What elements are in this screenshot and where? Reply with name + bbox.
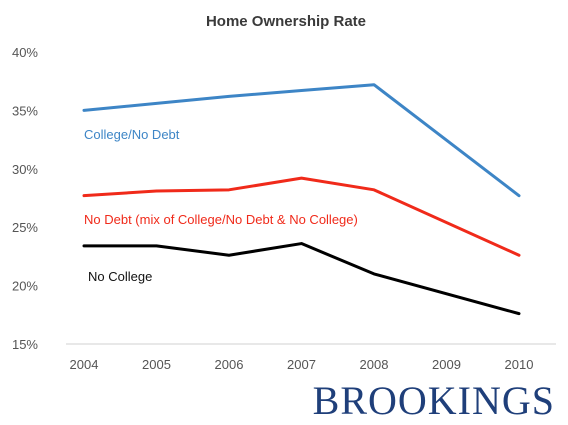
x-tick-label: 2010 [505, 357, 534, 372]
brookings-logo: BROOKINGS [313, 378, 555, 423]
x-tick-label: 2007 [287, 357, 316, 372]
x-tick-label: 2006 [215, 357, 244, 372]
x-tick-label: 2008 [360, 357, 389, 372]
series-line-2 [82, 242, 521, 316]
y-tick-label: 15% [12, 337, 38, 352]
y-tick-label: 40% [12, 45, 38, 60]
series-line-1 [82, 176, 521, 257]
y-axis-ticks: 15% 20% 25% 30% 35% 40% [12, 45, 38, 352]
x-tick-label: 2004 [70, 357, 99, 372]
y-tick-label: 25% [12, 220, 38, 235]
series-line-0 [82, 83, 521, 198]
x-tick-label: 2009 [432, 357, 461, 372]
y-tick-label: 30% [12, 162, 38, 177]
chart-title: Home Ownership Rate [206, 13, 366, 30]
series-label-no-college: No College [88, 269, 152, 284]
series-label-college-no-debt: College/No Debt [84, 127, 180, 142]
y-tick-label: 20% [12, 279, 38, 294]
x-tick-label: 2005 [142, 357, 171, 372]
y-tick-label: 35% [12, 103, 38, 118]
series-label-no-debt-mix: No Debt (mix of College/No Debt & No Col… [84, 212, 358, 227]
series-lines [82, 83, 521, 316]
x-axis-ticks: 2004 2005 2006 2007 2008 2009 2010 [70, 357, 534, 372]
